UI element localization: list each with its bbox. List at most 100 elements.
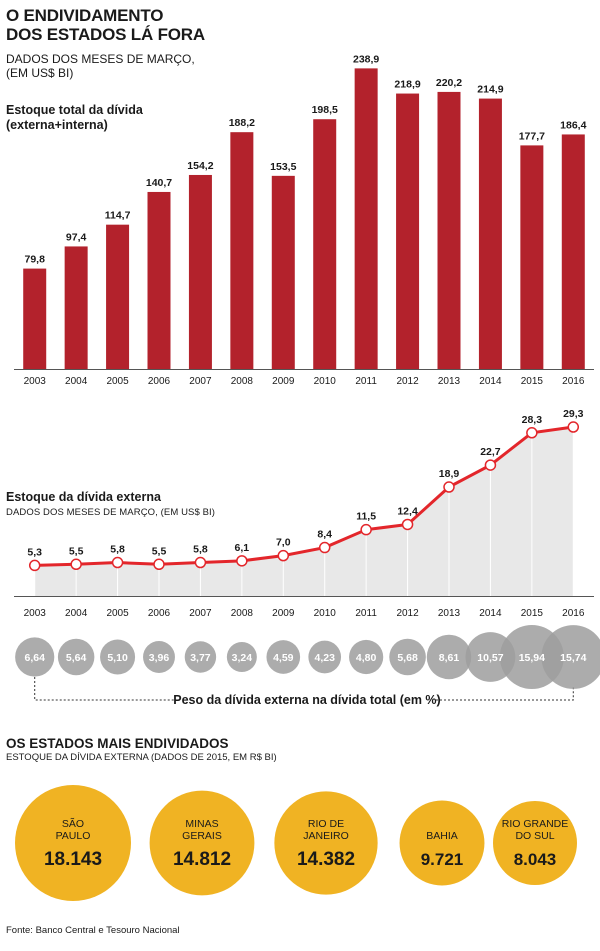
bar-chart-label: Estoque total da dívida (externa+interna… (6, 103, 143, 133)
bar-value-label: 177,7 (519, 130, 545, 142)
states-title: OS ESTADOS MAIS ENDIVIDADOS (6, 736, 229, 751)
line-point (28, 559, 41, 572)
bar-value-label: 198,5 (312, 104, 338, 116)
bar (106, 224, 130, 369)
line-value-label: 11,5 (356, 511, 376, 523)
state-bubble (493, 801, 577, 885)
line-x-tick-label: 2008 (231, 608, 254, 619)
page-title: O ENDIVIDAMENTO DOS ESTADOS LÁ FORA (6, 6, 205, 44)
bar (147, 191, 171, 369)
bar-value-label: 218,9 (394, 79, 420, 91)
line-value-label: 8,4 (317, 529, 332, 541)
line-value-label: 28,3 (522, 414, 543, 426)
bar (230, 132, 254, 369)
bar (188, 174, 212, 369)
bar-value-label: 114,7 (105, 210, 131, 222)
share-bubble (426, 634, 472, 680)
line-point (567, 421, 580, 433)
state-bubble (274, 791, 378, 895)
bar-value-label: 153,5 (270, 161, 296, 173)
bar (313, 119, 337, 370)
line-value-label: 7,0 (276, 537, 291, 549)
bar (437, 91, 461, 369)
state-name-label: RIO DE (308, 818, 344, 830)
line-area-fill (34, 427, 574, 596)
bar-x-tick-label: 2007 (189, 376, 212, 387)
state-name-label: BAHIA (426, 830, 458, 842)
line-value-label: 5,8 (110, 544, 125, 556)
bar-x-tick-label: 2014 (479, 376, 502, 387)
share-bubble (349, 639, 384, 675)
line-value-label: 29,3 (563, 408, 584, 420)
bar-x-tick-label: 2012 (396, 376, 419, 387)
line-value-label: 22,7 (480, 446, 501, 458)
line-point (153, 558, 165, 571)
bar-value-label: 97,4 (66, 231, 87, 243)
bar (561, 134, 585, 369)
line-point (443, 481, 455, 493)
share-connector (34, 677, 178, 701)
line-value-label: 18,9 (439, 468, 460, 480)
share-value-label: 8,61 (439, 652, 460, 664)
bar (271, 175, 295, 369)
share-bubble (541, 625, 600, 689)
state-value-label: 14.382 (297, 849, 355, 870)
line-value-label: 5,5 (69, 545, 84, 557)
share-value-label: 5,68 (397, 652, 418, 664)
bar-x-tick-label: 2013 (438, 376, 461, 387)
share-value-label: 5,64 (66, 652, 87, 664)
subtitle-line-2: (EM US$ BI) (6, 66, 74, 80)
line-series (34, 425, 574, 567)
line-x-tick-label: 2006 (148, 608, 171, 619)
state-name-label: JANEIRO (303, 830, 349, 842)
title-line-1: O ENDIVIDAMENTO (6, 6, 164, 25)
state-value-label: 9.721 (421, 850, 464, 869)
share-value-label: 6,64 (24, 652, 45, 664)
line-x-tick-label: 2016 (562, 608, 585, 619)
share-connector (436, 687, 574, 701)
line-chart-label: Estoque da dívida externa (6, 490, 161, 504)
bar-x-tick-label: 2011 (355, 376, 377, 387)
bar-value-label: 79,8 (24, 254, 45, 266)
bar-value-label: 188,2 (229, 117, 255, 129)
share-bubble (389, 638, 426, 676)
line-point (360, 523, 372, 536)
bar (478, 98, 502, 369)
state-bubble (15, 785, 131, 901)
state-name-label: MINAS (185, 818, 218, 830)
bar-x-tick-label: 2008 (231, 376, 254, 387)
bar-value-label: 140,7 (146, 177, 172, 189)
state-value-label: 18.143 (44, 849, 102, 870)
bar-x-tick-label: 2004 (65, 376, 88, 387)
bar (396, 93, 420, 369)
state-value-label: 14.812 (173, 849, 231, 870)
line-x-tick-label: 2005 (106, 608, 129, 619)
share-bubble (143, 641, 175, 673)
share-bubble (57, 638, 95, 676)
state-name-label: RIO GRANDE (502, 818, 569, 830)
share-bubble (184, 641, 217, 673)
line-point (526, 427, 538, 439)
share-value-label: 3,77 (190, 652, 211, 664)
share-bubble (266, 640, 301, 674)
line-value-label: 6,1 (235, 542, 250, 554)
line-point (236, 555, 248, 567)
state-bubble (399, 800, 485, 886)
source-note: Fonte: Banco Central e Tesouro Nacional (6, 925, 180, 936)
line-x-tick-label: 2009 (272, 608, 295, 619)
share-bubble (226, 642, 257, 672)
share-value-label: 15,74 (560, 652, 586, 664)
share-value-label: 3,24 (232, 652, 253, 664)
line-value-label: 12,4 (397, 505, 418, 517)
share-bubble (15, 637, 55, 677)
bar-x-tick-label: 2016 (562, 376, 585, 387)
state-name-label: SÃO (62, 817, 84, 830)
line-chart-sublabel: DADOS DOS MESES DE MARÇO, (EM US$ BI) (6, 507, 216, 518)
title-line-2: DOS ESTADOS LÁ FORA (6, 25, 205, 44)
bar-x-tick-label: 2003 (24, 376, 47, 387)
share-bubble (100, 639, 136, 675)
line-x-tick-label: 2014 (479, 608, 502, 619)
line-x-tick-label: 2004 (65, 608, 88, 619)
line-point (484, 459, 497, 471)
